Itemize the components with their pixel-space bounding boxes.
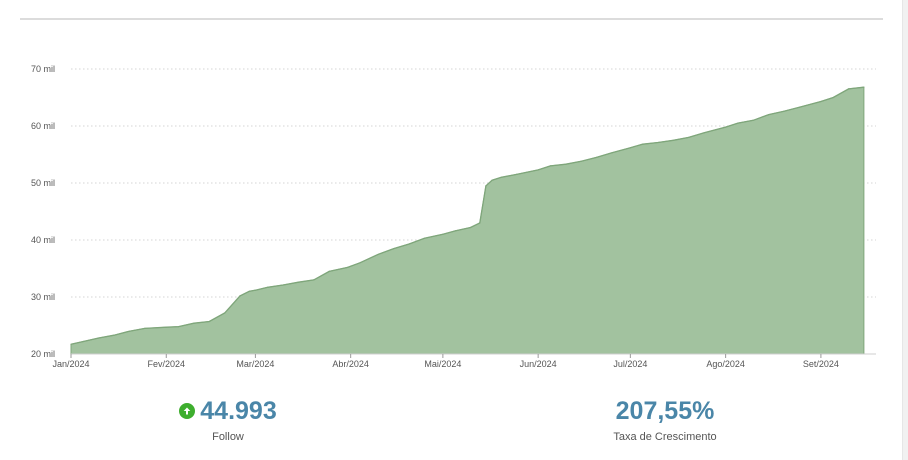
data-point	[70, 343, 72, 345]
y-tick-label: 20 mil	[31, 349, 55, 359]
data-point	[820, 100, 822, 103]
data-point	[672, 139, 675, 141]
data-point	[313, 279, 315, 281]
data-point	[423, 237, 425, 239]
data-point	[491, 179, 493, 181]
x-tick-label: Ago/2024	[706, 359, 745, 369]
growth-rate-label: Taxa de Crescimento	[613, 431, 717, 443]
x-tick-label: Jun/2024	[520, 359, 557, 369]
follow-stat: 44.993 Follow	[143, 395, 313, 443]
top-divider	[20, 18, 883, 20]
data-point	[128, 330, 130, 332]
data-point	[469, 226, 472, 229]
data-point	[98, 337, 100, 339]
data-point	[565, 163, 567, 165]
y-tick-label: 40 mil	[31, 235, 55, 245]
data-point	[516, 173, 518, 175]
data-point	[193, 322, 195, 324]
x-axis: Jan/2024 Fev/2024 Mar/2024 Abr/2024 Mai/2024…	[52, 353, 876, 369]
arrow-up-circle-icon	[179, 403, 196, 419]
y-tick-label: 70 mil	[31, 64, 55, 74]
y-tick-label: 50 mil	[31, 178, 55, 188]
data-point	[549, 165, 552, 167]
data-point	[113, 334, 115, 336]
y-axis: 20 mil 30 mil 40 mil 50 mil 60 mil 70 mil	[31, 64, 55, 359]
data-point	[725, 126, 727, 128]
data-point	[595, 156, 598, 158]
data-point	[347, 266, 349, 268]
data-point	[328, 270, 330, 272]
data-point	[393, 248, 395, 250]
data-point	[165, 326, 167, 328]
data-point	[408, 243, 410, 245]
area-series	[70, 86, 865, 355]
x-tick-label: Jul/2024	[613, 359, 647, 369]
data-point	[611, 152, 613, 154]
x-tick-label: Mar/2024	[236, 359, 274, 369]
data-point	[798, 106, 801, 108]
growth-rate-value: 207,55%	[615, 397, 715, 425]
data-point	[144, 327, 146, 329]
data-point	[688, 136, 690, 138]
data-point	[239, 295, 241, 297]
area-fill	[70, 86, 865, 355]
data-point	[737, 122, 739, 124]
data-point	[629, 147, 632, 149]
data-point	[359, 262, 361, 264]
y-tick-label: 60 mil	[31, 121, 55, 131]
x-tick-label: Fev/2024	[148, 359, 186, 369]
data-point	[254, 289, 256, 291]
y-tick-label: 30 mil	[31, 292, 55, 302]
follow-label: Follow	[212, 431, 244, 443]
data-point	[282, 284, 284, 286]
data-point	[208, 320, 210, 323]
data-point	[224, 312, 226, 314]
data-point	[657, 141, 659, 144]
data-point	[479, 222, 481, 224]
data-point	[267, 286, 269, 288]
data-point	[248, 290, 250, 292]
data-point	[768, 114, 770, 116]
data-point	[752, 119, 754, 121]
data-point	[442, 233, 444, 235]
follow-value: 44.993	[200, 397, 277, 425]
x-tick-label: Abr/2024	[332, 359, 369, 369]
data-point	[580, 160, 582, 162]
data-point	[832, 96, 834, 99]
growth-rate-stat: 207,55% Taxa de Crescimento	[580, 395, 750, 443]
data-point	[783, 110, 785, 112]
data-point	[178, 326, 180, 328]
data-point	[703, 132, 705, 134]
data-point	[863, 86, 865, 88]
data-point	[848, 88, 850, 90]
scrollbar-edge	[902, 0, 908, 460]
data-point	[377, 253, 379, 255]
data-point	[485, 185, 487, 187]
data-point	[537, 169, 539, 171]
x-tick-label: Jan/2024	[52, 359, 89, 369]
x-tick-label: Mai/2024	[424, 359, 461, 369]
x-tick-label: Set/2024	[803, 359, 839, 369]
data-point	[642, 143, 644, 145]
data-point	[500, 176, 502, 178]
follower-growth-chart: 20 mil 30 mil 40 mil 50 mil 60 mil 70 mil Jan…	[31, 64, 876, 369]
data-point	[454, 230, 456, 232]
data-point	[297, 281, 299, 283]
data-point	[82, 340, 84, 343]
